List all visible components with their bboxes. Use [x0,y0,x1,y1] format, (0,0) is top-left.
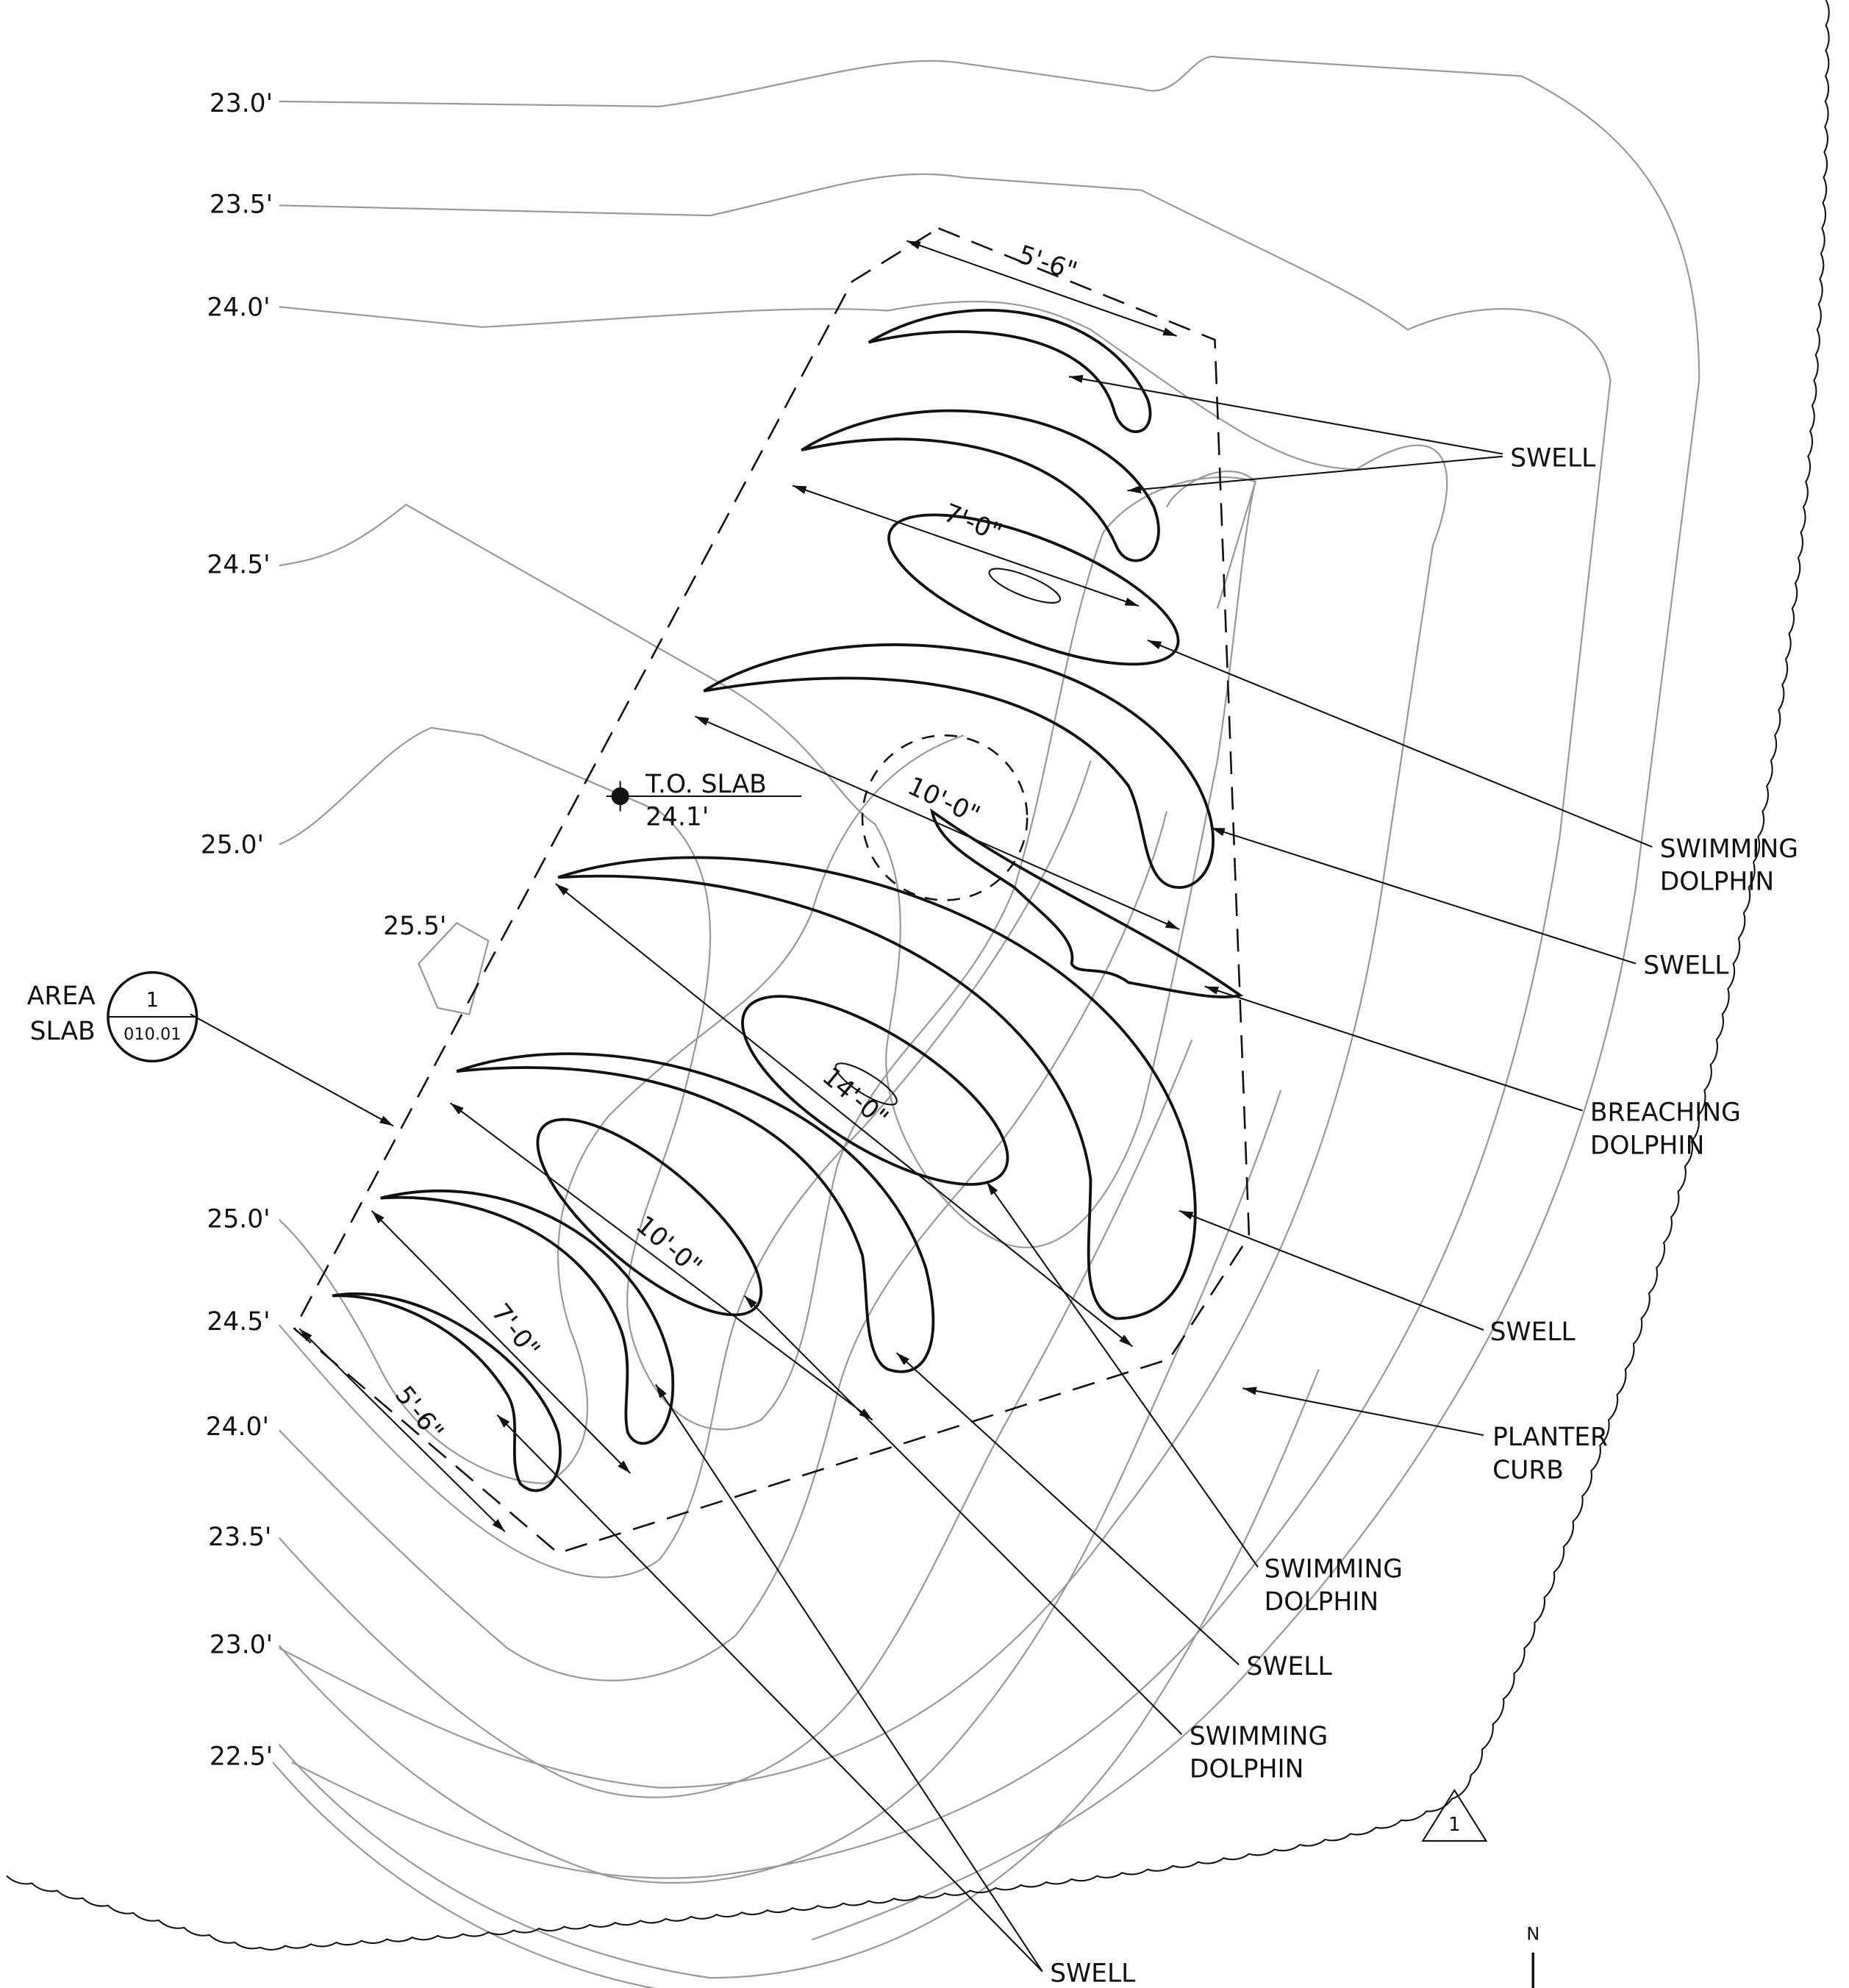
callout: SWELL [1643,951,1729,980]
callouts: SWELL SWIMMING DOLPHIN SWELL BREACHING DOL… [1050,444,1798,1988]
detail-number: 1 [146,987,160,1012]
callout: SWIMMING DOLPHIN [1190,1722,1328,1784]
tree-canopy-outline [6,0,1830,1951]
detail-title: SLAB [30,1017,96,1046]
callout-line: SWELL [1643,951,1729,980]
contour-label: 23.0' [210,89,273,118]
callout-line: DOLPHIN [1590,1131,1705,1160]
breaching-dolphin [930,808,1244,998]
detail-reference: AREA SLAB 1 010.01 [27,970,199,1063]
detail-sheet: 010.01 [124,1025,181,1044]
slab-value: 24.1' [645,803,709,832]
swell [703,643,1215,890]
slab-outline [293,226,1251,1554]
callout-line: SWIMMING [1190,1722,1328,1751]
swell [801,409,1160,562]
contour-label: 24.0' [207,293,270,322]
dolphin [887,513,1180,666]
callout-line: CURB [1492,1456,1564,1485]
callout-line: DOLPHIN [1190,1755,1304,1784]
contour-lines [272,55,1700,1988]
callout: SWELL [1247,1652,1333,1681]
contour-label: 24.0' [206,1412,269,1442]
contour-label: 23.0' [210,1631,273,1660]
contour-labels: 23.0' 23.5' 24.0' 24.5' 25.0' 25.5' 25.0… [201,89,447,1772]
callout-line: SWELL [1050,1959,1136,1988]
slab-elevation: T.O. SLAB 24.1' [606,770,802,832]
callout-line: BREACHING [1590,1098,1741,1127]
callout-line: SWELL [1490,1317,1576,1347]
callout: BREACHING DOLPHIN [1590,1098,1741,1160]
contour-label: 23.5' [210,190,273,220]
callout: SWELL [1510,444,1596,473]
callout: SWELL [1490,1317,1576,1347]
dimension-label: 5'-6" [389,1381,449,1446]
callout-line: DOLPHIN [1660,868,1775,897]
north-label: N [1526,1923,1539,1944]
dimension-lines [298,240,1180,1532]
dolphin-blowhole [988,568,1062,604]
dimension-label: 10'-0" [903,771,984,830]
contour-label: 25.0' [207,1204,270,1234]
slab-label: T.O. SLAB [645,770,767,799]
dimension-label: 7'-0" [485,1298,546,1364]
revision-number: 1 [1448,1814,1460,1836]
contour-label: 25.0' [201,831,264,860]
callout-line: SWIMMING [1265,1554,1403,1584]
contour-label: 23.5' [208,1523,271,1552]
callout-line: SWELL [1247,1652,1333,1681]
revision-marker: 1 [1421,1789,1488,1842]
callout: SWIMMING DOLPHIN [1660,834,1798,897]
dimension-labels: 5'-6" 7'-0" 10'-0" 14'-0" 10'-0" 7'-0" 5… [389,240,1081,1445]
callout-line: PLANTER [1492,1423,1608,1452]
callout-line: SWELL [1510,444,1596,473]
dimension-label: 5'-6" [1015,240,1081,286]
detail-title: AREA [27,982,96,1011]
callout-line: DOLPHIN [1265,1587,1379,1617]
contour-label: 25.5' [383,912,446,941]
callout: SWELL [1050,1959,1136,1988]
contour-label: 24.5' [207,1307,270,1337]
sculpture-elements [332,309,1244,1492]
callout: PLANTER CURB [1492,1423,1608,1485]
contour-label: 24.5' [207,550,270,579]
contour-label: 22.5' [210,1742,273,1771]
callout-line: SWIMMING [1660,834,1798,864]
callout: SWIMMING DOLPHIN [1265,1554,1403,1617]
north-arrow: N [1526,1923,1539,1988]
leaders [190,374,1653,1973]
